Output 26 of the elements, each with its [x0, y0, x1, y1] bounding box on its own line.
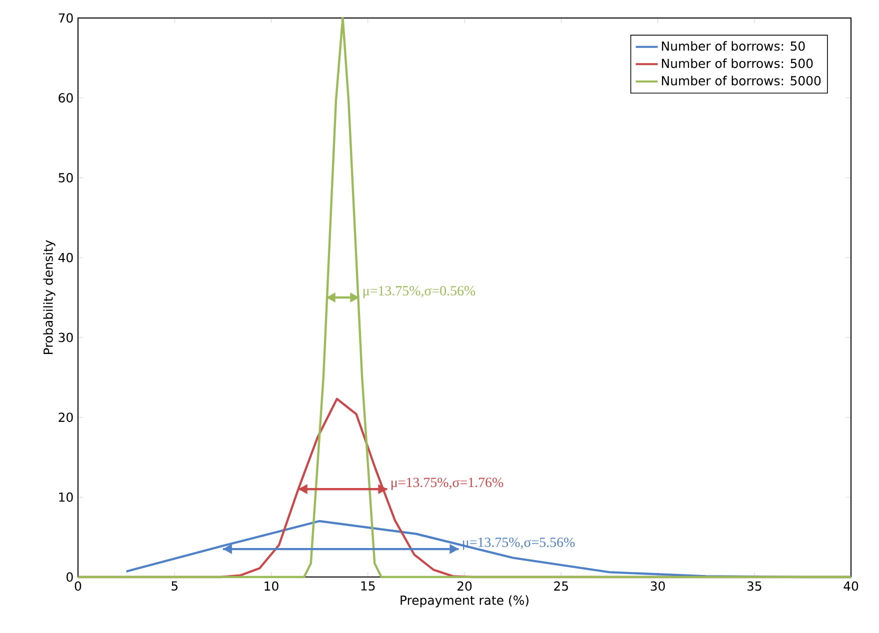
x-tick-label: 10 — [264, 581, 278, 591]
annotation: μ=13.75%,σ=0.56% — [364, 286, 476, 298]
x-axis-title: Prepayment rate (%) — [400, 595, 528, 608]
x-tick-label: 35 — [747, 581, 762, 591]
y-tick-label: 30 — [58, 332, 73, 342]
x-tick-label: 5 — [172, 581, 178, 591]
y-tick-label: 60 — [58, 93, 73, 103]
line-series — [76, 16, 852, 578]
annotation: μ=13.75%,σ=1.76% — [392, 478, 504, 490]
y-tick-label: 20 — [58, 412, 73, 422]
x-tick-label: 25 — [554, 581, 568, 591]
x-tick-label: 15 — [361, 581, 375, 591]
x-tick-label: 0 — [74, 581, 82, 591]
x-tick-label: 30 — [650, 581, 665, 591]
y-tick-label: 50 — [58, 172, 73, 182]
y-tick-label: 10 — [59, 492, 73, 502]
x-tick-label: 40 — [844, 581, 858, 591]
annotation: μ=13.75%,σ=5.56% — [463, 538, 575, 550]
y-axis-title: Probability density — [43, 240, 56, 354]
legend-label: Number of borrows: 5000 — [662, 76, 821, 86]
y-tick-label: 70 — [58, 13, 73, 23]
legend-label: Number of borrows: 50 — [662, 41, 805, 51]
legend-label: Number of borrows: 500 — [662, 58, 813, 68]
x-tick-label: 20 — [457, 581, 472, 591]
y-tick-label: 40 — [58, 252, 73, 262]
y-tick-label: 0 — [66, 572, 73, 582]
